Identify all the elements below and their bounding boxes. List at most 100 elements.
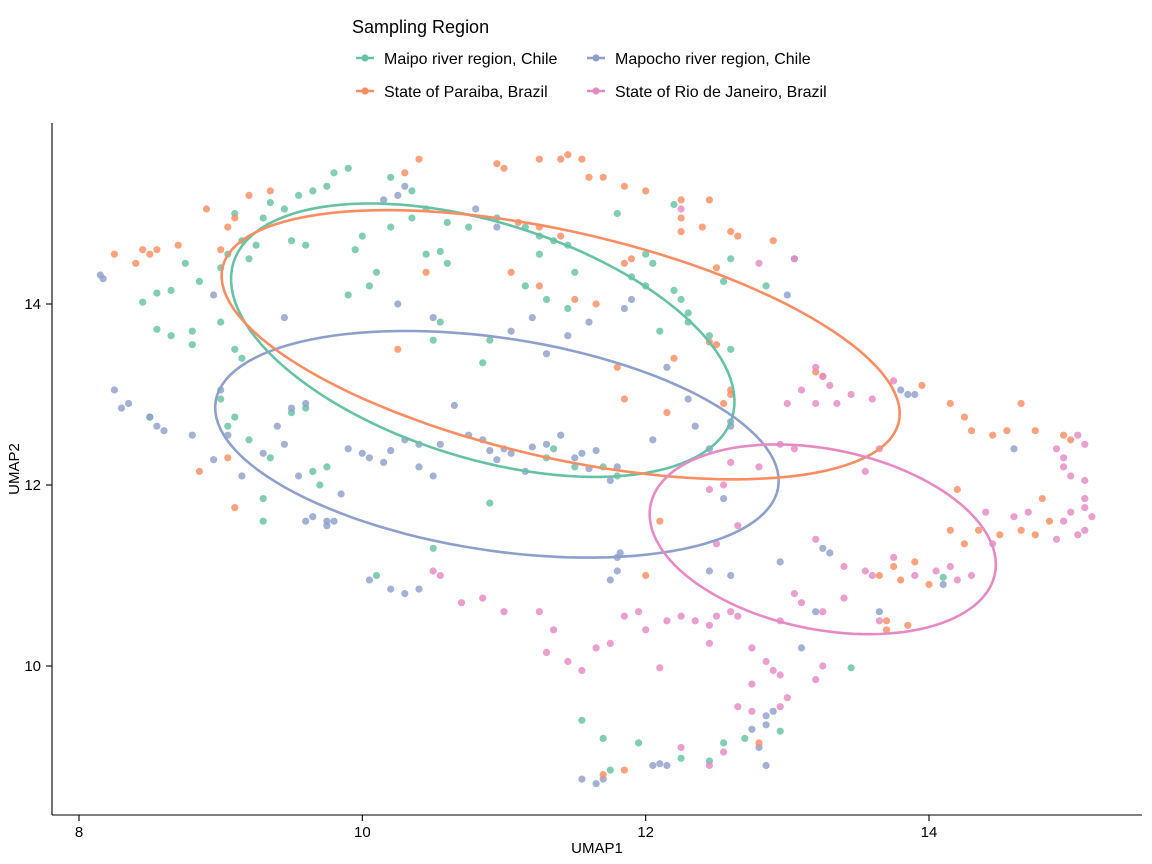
data-point-series-4	[1074, 431, 1082, 439]
data-point-series-2	[429, 314, 437, 322]
data-point-series-2	[415, 585, 423, 593]
data-point-series-4	[861, 567, 869, 575]
legend-items: Maipo river region, Chile Mapocho river r…	[356, 51, 827, 101]
y-ticks: 10 12 14	[24, 296, 52, 675]
data-point-series-4	[1067, 508, 1075, 516]
data-point-series-2	[684, 395, 692, 403]
data-point-series-4	[734, 703, 742, 711]
data-point-series-4	[720, 481, 728, 489]
data-point-series-2	[507, 327, 515, 335]
data-point-series-3	[904, 621, 912, 629]
data-point-series-4	[967, 571, 976, 580]
data-point-series-1	[167, 332, 175, 340]
data-point-series-3	[1031, 531, 1039, 539]
data-point-series-3	[1003, 427, 1011, 435]
data-point-series-3	[897, 576, 905, 584]
data-point-series-2	[762, 721, 770, 729]
data-point-series-4	[656, 664, 664, 672]
data-point-series-2	[769, 707, 777, 715]
data-point-series-1	[564, 304, 572, 313]
data-point-series-3	[620, 182, 629, 190]
data-point-series-4	[727, 608, 735, 616]
data-point-series-1	[266, 454, 274, 462]
data-point-series-1	[245, 255, 253, 263]
data-point-series-2	[620, 304, 629, 313]
data-point-series-4	[783, 399, 791, 408]
data-point-series-1	[635, 739, 643, 747]
data-point-series-1	[436, 318, 444, 326]
legend-title: Sampling Region	[352, 17, 489, 37]
legend-key-dot	[361, 54, 369, 62]
data-point-series-4	[1088, 513, 1096, 521]
data-point-series-3	[401, 169, 409, 177]
data-point-series-2	[117, 404, 126, 412]
data-point-series-1	[323, 463, 331, 471]
data-point-series-3	[620, 395, 629, 403]
data-point-series-2	[394, 191, 402, 199]
data-point-series-2	[323, 522, 331, 530]
data-point-series-1	[387, 173, 395, 181]
data-point-series-1	[188, 341, 196, 349]
legend: Sampling Region Maipo river region, Chil…	[352, 17, 827, 101]
data-point-series-2	[528, 314, 536, 322]
data-point-series-4	[578, 666, 586, 675]
data-point-series-3	[677, 228, 685, 236]
data-point-series-1	[578, 716, 586, 724]
data-point-series-3	[960, 413, 969, 421]
data-point-series-3	[875, 571, 884, 580]
data-point-series-2	[656, 760, 664, 768]
data-point-series-3	[712, 264, 721, 272]
data-point-series-3	[578, 155, 586, 163]
data-point-series-2	[153, 422, 161, 430]
data-point-series-1	[521, 282, 529, 290]
plot-area	[96, 151, 1096, 788]
data-point-series-3	[712, 341, 721, 349]
data-point-series-2	[387, 447, 395, 455]
data-point-series-3	[415, 155, 423, 163]
data-point-series-1	[550, 445, 558, 453]
data-point-series-1	[344, 291, 352, 299]
data-point-series-1	[741, 734, 749, 743]
data-point-series-2	[939, 580, 947, 589]
legend-label: State of Rio de Janeiro, Brazil	[615, 84, 827, 101]
data-point-series-1	[372, 571, 381, 580]
data-point-series-2	[280, 314, 288, 322]
data-point-series-4	[868, 395, 876, 403]
x-tick-label: 8	[75, 824, 83, 841]
data-point-series-1	[408, 187, 416, 195]
data-point-series-4	[840, 594, 848, 602]
data-point-series-1	[762, 282, 770, 290]
data-point-series-4	[790, 255, 799, 263]
data-point-series-3	[882, 617, 891, 625]
data-point-series-3	[217, 246, 225, 254]
data-point-series-4	[705, 639, 714, 648]
ellipse-series-2	[213, 329, 781, 559]
data-point-series-2	[280, 440, 288, 448]
legend-label: State of Paraiba, Brazil	[384, 84, 548, 101]
data-point-series-2	[776, 558, 784, 566]
data-point-series-4	[748, 644, 756, 652]
data-point-series-4	[783, 694, 791, 702]
data-point-series-1	[436, 247, 444, 256]
data-point-series-2	[720, 495, 728, 503]
data-point-series-2	[309, 513, 317, 521]
data-point-series-2	[160, 427, 168, 435]
data-point-series-3	[1038, 495, 1046, 503]
data-point-series-1	[443, 259, 451, 267]
data-point-series-4	[819, 372, 827, 380]
data-point-series-2	[110, 386, 118, 394]
data-point-series-2	[819, 544, 827, 552]
data-point-series-1	[287, 237, 296, 245]
data-point-series-3	[557, 232, 565, 240]
data-point-series-4	[868, 571, 876, 580]
data-point-series-2	[450, 401, 458, 409]
data-point-series-3	[535, 282, 544, 290]
data-point-series-1	[720, 277, 728, 285]
data-point-series-4	[691, 617, 699, 625]
data-point-series-4	[797, 386, 806, 394]
data-point-series-3	[202, 205, 211, 213]
data-point-series-2	[727, 571, 735, 580]
data-point-series-1	[372, 268, 381, 276]
data-point-series-2	[380, 196, 388, 204]
data-point-series-2	[564, 332, 572, 340]
